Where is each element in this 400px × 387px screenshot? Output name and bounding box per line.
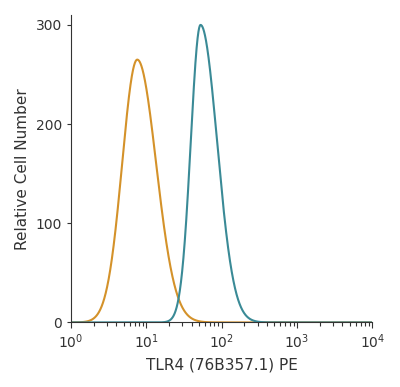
Y-axis label: Relative Cell Number: Relative Cell Number bbox=[15, 88, 30, 250]
X-axis label: TLR4 (76B357.1) PE: TLR4 (76B357.1) PE bbox=[146, 357, 298, 372]
